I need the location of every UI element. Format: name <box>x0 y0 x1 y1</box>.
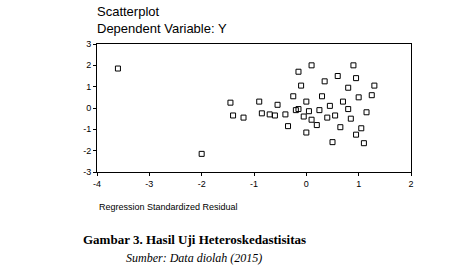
svg-text:-3: -3 <box>83 167 91 177</box>
svg-text:ScatterplotDependent Variable:: ScatterplotDependent Variable: Y <box>97 4 227 36</box>
svg-text:-2: -2 <box>83 146 91 156</box>
svg-text:0: 0 <box>86 103 91 113</box>
svg-text:Sumber: Data diolah (2015): Sumber: Data diolah (2015) <box>126 251 262 265</box>
svg-text:0: 0 <box>304 179 309 189</box>
svg-text:-1: -1 <box>83 124 91 134</box>
svg-text:1: 1 <box>356 179 361 189</box>
svg-text:Regression Standardized Residu: Regression Standardized Residual <box>99 202 238 212</box>
svg-text:-3: -3 <box>145 179 153 189</box>
svg-text:1: 1 <box>86 82 91 92</box>
svg-text:-4: -4 <box>93 179 101 189</box>
svg-text:2: 2 <box>408 179 413 189</box>
svg-text:3: 3 <box>86 39 91 49</box>
svg-text:2: 2 <box>86 60 91 70</box>
svg-text:Gambar 3. Hasil Uji Heterosked: Gambar 3. Hasil Uji Heteroskedastisitas <box>83 232 306 247</box>
svg-text:-1: -1 <box>250 179 258 189</box>
svg-text:-2: -2 <box>198 179 206 189</box>
